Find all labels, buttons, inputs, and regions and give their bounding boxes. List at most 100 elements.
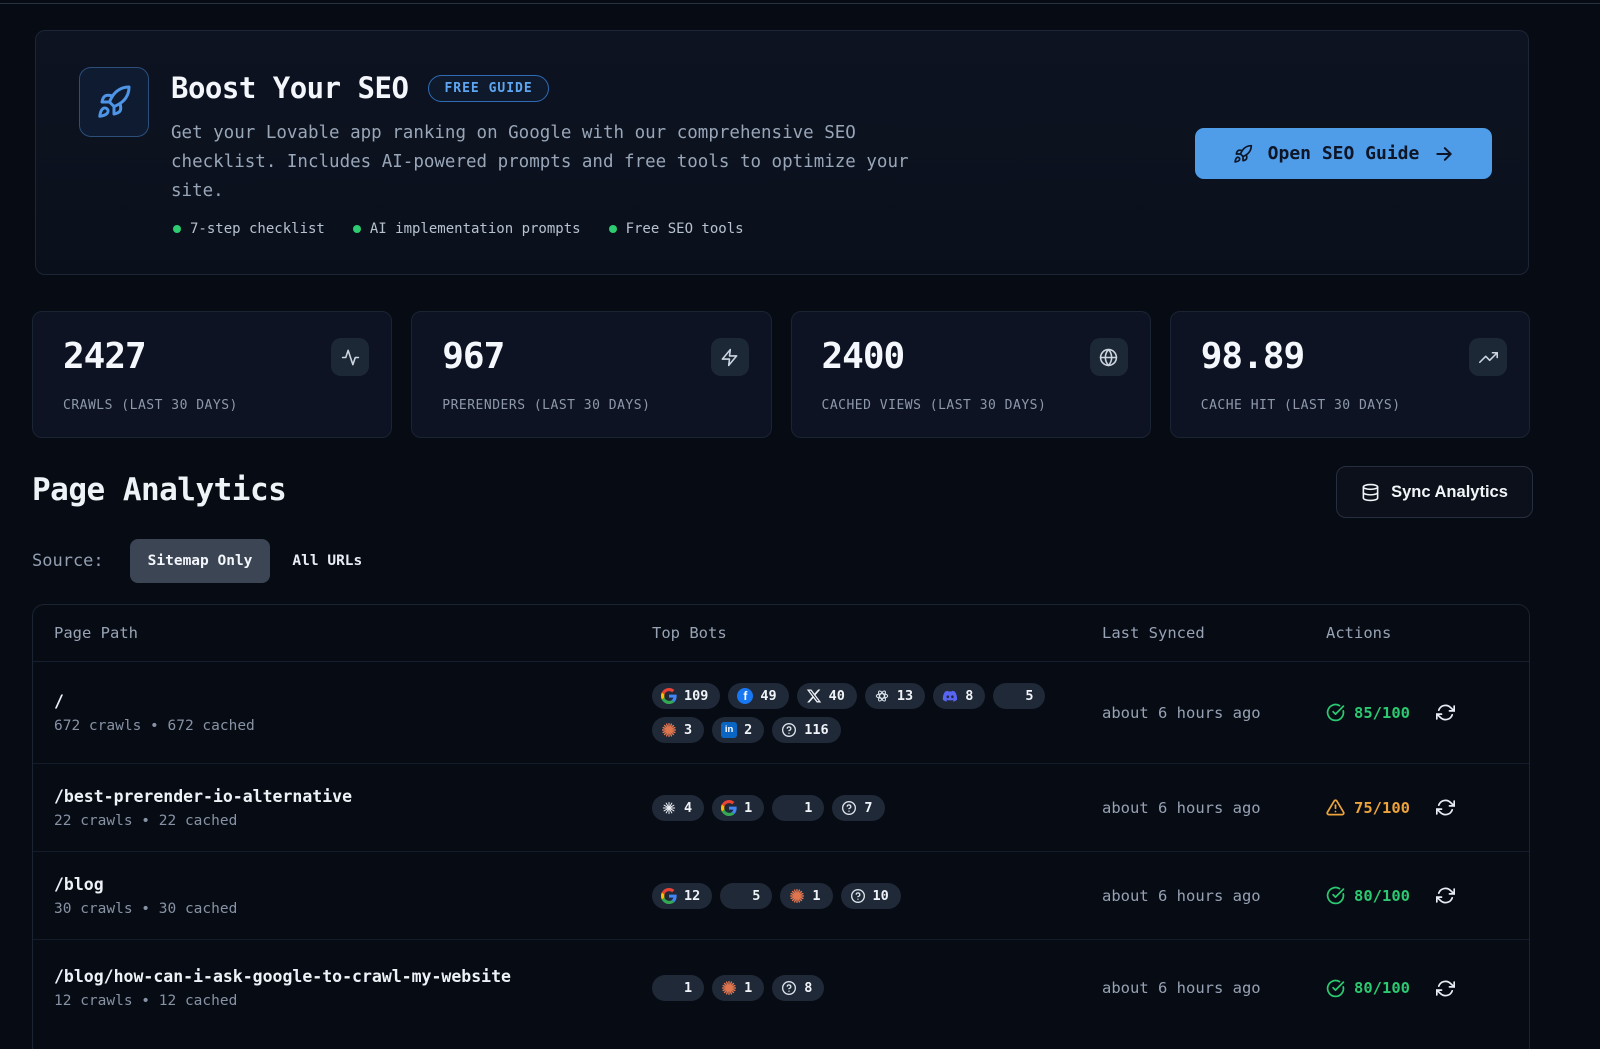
bot-badge-bing: 5 [720,882,773,909]
feature-item: 7-step checklist [173,221,325,237]
rocket-icon [1233,144,1253,164]
openai-icon [875,689,889,702]
claude-icon [722,980,737,996]
unknown-icon [782,722,797,737]
page-path-cell: /blog 30 crawls • 30 cached [54,875,652,917]
bot-count: 5 [1025,687,1034,704]
col-header-top-bots: Top Bots [652,624,727,642]
bot-badge-linkedin: in 2 [712,716,765,743]
unknown-icon [782,981,797,995]
table-header: Page Path Top Bots Last Synced Actions [33,605,1529,662]
bot-count: 5 [752,887,761,904]
refresh-button[interactable] [1436,886,1455,905]
refresh-icon [1436,799,1455,816]
bot-badge-google: 12 [652,882,713,909]
stat-value: 98.89 [1200,336,1305,377]
bot-badge-claude: 1 [780,882,833,909]
top-bots-cell: 1 1 8 [652,975,1102,1001]
check-circle-icon [1326,979,1345,997]
bot-badge-bing: 1 [772,794,825,821]
stat-card-prerenders: 967 PRERENDERS (LAST 30 DAYS) [411,311,772,438]
source-filter: Source: Sitemap Only All URLs [32,539,364,583]
bot-badge-claude: 3 [652,716,705,743]
stat-value: 2400 [821,336,906,377]
facebook-icon: f [737,687,754,704]
sync-analytics-button[interactable]: Sync Analytics [1336,466,1533,518]
claude-icon [790,888,805,903]
refresh-icon [1436,704,1455,721]
feature-item: AI implementation prompts [352,221,581,237]
page-path: /blog/how-can-i-ask-google-to-crawl-my-w… [54,967,511,986]
discord-icon [943,690,958,702]
bot-badge-perplexity: 4 [652,794,705,821]
unknown-icon [850,888,865,903]
bot-badge-bing: 5 [993,682,1046,709]
bot-badge-openai: 13 [864,682,926,709]
green-dot-icon [173,225,181,233]
top-divider [0,3,1600,4]
table-row: / 672 crawls • 672 cached 109 f 49 40 13 8 5 3 in 2… [33,662,1529,764]
bot-count: 40 [828,687,845,704]
bot-badge-unknown: 8 [772,975,825,1001]
page-path-cell: /best-prerender-io-alternative 22 crawls … [54,787,652,829]
score-value: 80/100 [1354,886,1410,905]
stat-label: CACHED VIEWS (LAST 30 DAYS) [821,398,1047,413]
x-icon [806,689,821,702]
bot-badge-x: 40 [796,682,857,709]
bot-count: 1 [744,980,753,996]
page-path-cell: /blog/how-can-i-ask-google-to-crawl-my-w… [54,967,652,1009]
bot-count: 1 [804,799,813,816]
perplexity-icon [662,801,676,814]
actions-cell: 75/100 [1326,798,1529,817]
bot-count: 8 [965,687,974,704]
refresh-button[interactable] [1436,703,1455,722]
col-header-last-synced: Last Synced [1102,624,1205,642]
table-row: /blog 30 crawls • 30 cached 12 5 1 10 about 6 … [33,852,1529,940]
bot-count: 13 [896,687,914,704]
refresh-button[interactable] [1436,979,1455,998]
page-title: Page Analytics [32,472,287,508]
stat-label: CACHE HIT (LAST 30 DAYS) [1200,398,1401,413]
source-option-all-urls[interactable]: All URLs [290,539,364,583]
page-path: /blog [54,874,104,894]
crawl-meta: 672 crawls • 672 cached [54,717,255,734]
trending-up-icon [1469,338,1507,376]
top-bots-cell: 4 1 1 7 [652,794,1102,821]
bot-count: 7 [864,799,873,816]
bot-count: 3 [684,721,693,738]
refresh-icon [1436,887,1455,904]
actions-cell: 80/100 [1326,886,1529,905]
bot-count: 1 [812,887,821,904]
globe-icon [1089,338,1128,376]
bot-badge-unknown: 116 [772,716,841,743]
crawl-meta: 12 crawls • 12 cached [54,993,238,1009]
stat-value: 2427 [63,336,147,377]
google-icon [661,887,677,904]
top-bots-cell: 12 5 1 10 [652,882,1102,909]
col-header-actions: Actions [1326,624,1392,642]
refresh-button[interactable] [1436,798,1455,817]
stat-label: CRAWLS (LAST 30 DAYS) [63,398,238,413]
bot-badge-google: 1 [712,794,765,821]
bot-badge-facebook: f 49 [728,682,789,709]
page-analytics-table: Page Path Top Bots Last Synced Actions /… [32,604,1530,1049]
seo-score: 75/100 [1326,798,1410,817]
banner-description: Get your Lovable app ranking on Google w… [171,123,909,201]
page-path: /best-prerender-io-alternative [54,786,353,806]
zap-icon [710,338,749,376]
bot-badge-discord: 8 [933,682,986,709]
bot-count: 109 [684,687,709,704]
arrow-right-icon [1434,144,1454,164]
score-value: 80/100 [1354,979,1410,997]
seo-promo-banner: Boost Your SEO FREE GUIDE Get your Lovab… [35,30,1529,275]
bot-badge-unknown: 10 [840,882,901,909]
stat-cards: 2427 CRAWLS (LAST 30 DAYS) 967 PRERENDER… [32,311,1530,438]
open-seo-guide-button[interactable]: Open SEO Guide [1195,128,1492,179]
score-value: 85/100 [1354,703,1410,722]
feature-item: Free SEO tools [608,221,744,237]
source-option-sitemap-only[interactable]: Sitemap Only [129,539,271,583]
check-circle-icon [1326,703,1345,722]
actions-cell: 85/100 [1326,703,1529,722]
score-value: 75/100 [1354,798,1410,817]
refresh-icon [1436,980,1455,996]
